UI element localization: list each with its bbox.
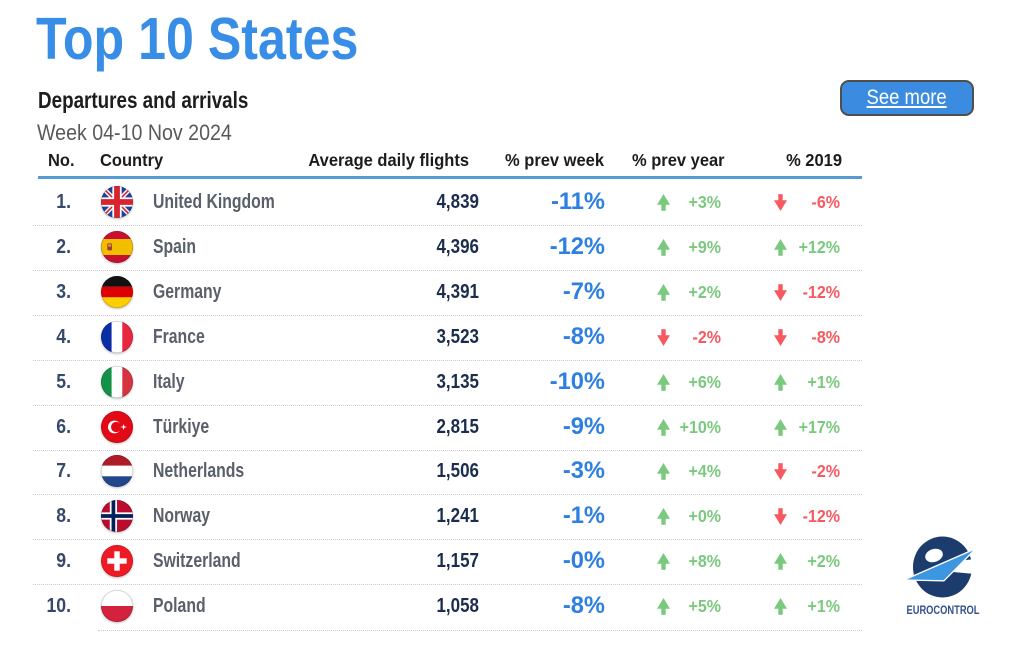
svg-text:EUROCONTROL: EUROCONTROL xyxy=(907,603,980,617)
